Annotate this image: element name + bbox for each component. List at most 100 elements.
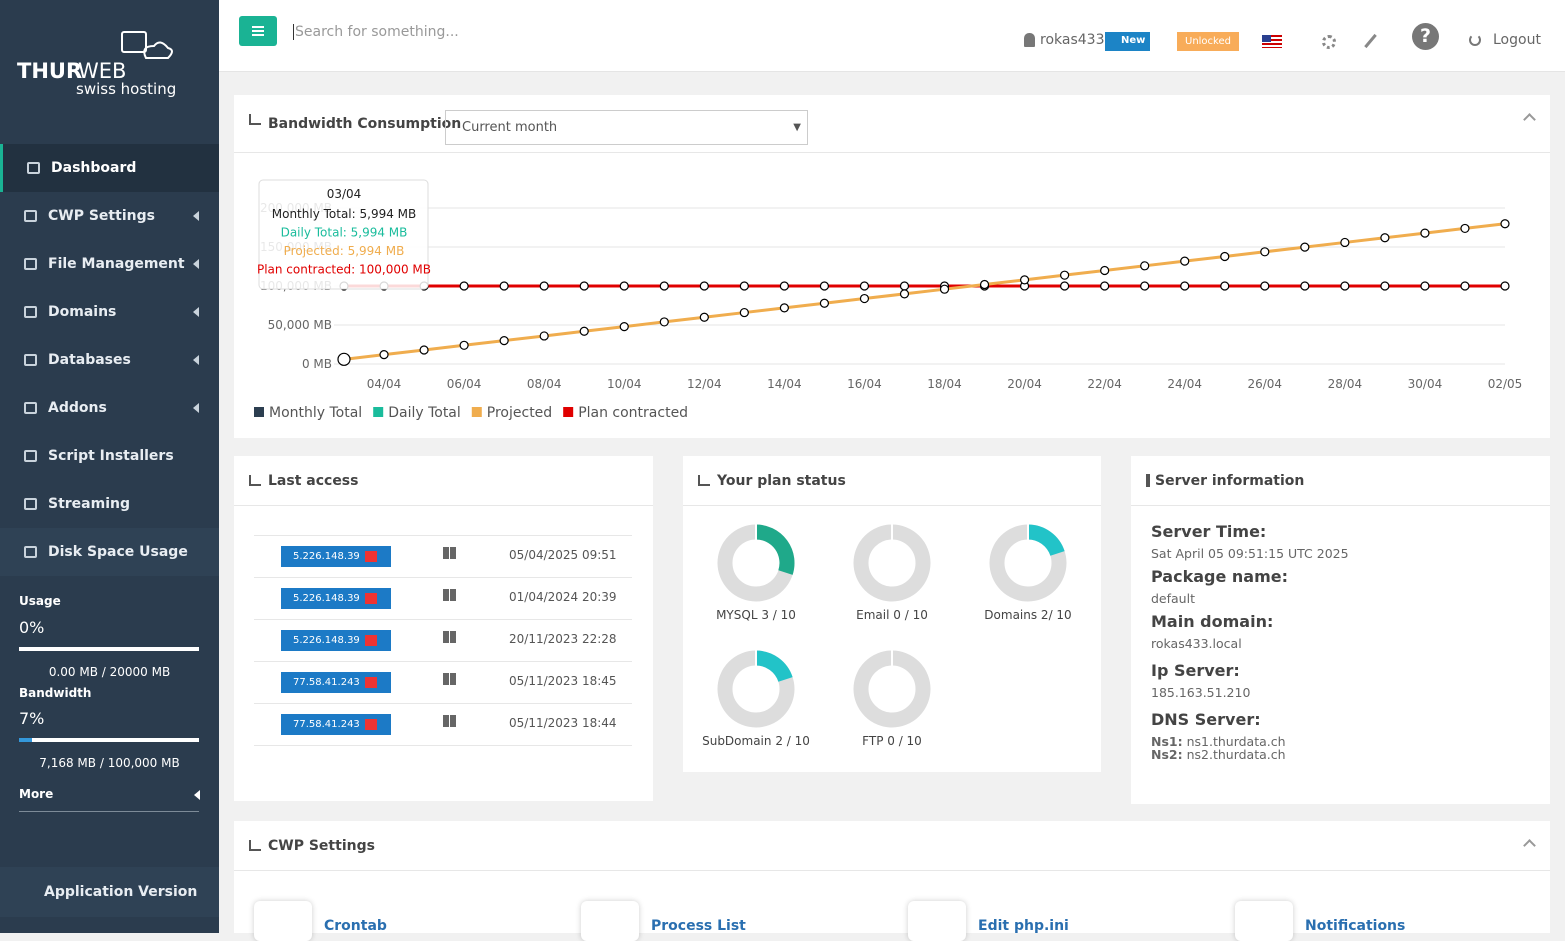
bandwidth-panel: Bandwidth Consumption Bandwidth Consumpt… bbox=[234, 95, 1550, 438]
ip-badge[interactable]: 5.226.148.39 bbox=[281, 588, 391, 609]
flag[interactable] bbox=[1262, 35, 1282, 48]
settings-icon[interactable] bbox=[1322, 35, 1336, 49]
date: 05/11/2023 18:45 bbox=[509, 674, 617, 688]
data-point bbox=[1260, 281, 1270, 291]
menu-item[interactable]: Dashboard bbox=[0, 144, 219, 192]
os-icon bbox=[443, 715, 456, 727]
search-input[interactable]: Search for something... bbox=[293, 24, 459, 40]
data-point bbox=[1100, 265, 1110, 276]
menu-item[interactable]: Databases bbox=[0, 336, 219, 384]
ip: 77.58.41.243 bbox=[293, 677, 360, 688]
ip: 5.226.148.39 bbox=[293, 593, 360, 604]
data-point bbox=[859, 281, 870, 291]
row-divider bbox=[254, 619, 632, 620]
donut-arc bbox=[755, 524, 795, 575]
data-point bbox=[579, 281, 589, 291]
menu-icon bbox=[24, 546, 37, 558]
data-point bbox=[1100, 281, 1110, 291]
os-icon bbox=[443, 589, 456, 601]
legend-swatch bbox=[471, 407, 482, 417]
help-icon[interactable]: ? bbox=[1412, 23, 1439, 50]
panel-header: Server information bbox=[1131, 456, 1550, 506]
bandwidth-detail: 7,168 MB / 100,000 MB bbox=[39, 756, 180, 770]
data-point bbox=[819, 281, 830, 291]
item-icon bbox=[1235, 901, 1293, 941]
menu-item[interactable]: File Management bbox=[0, 240, 219, 288]
ip-badge[interactable]: 5.226.148.39 bbox=[281, 546, 391, 567]
ip-badge[interactable]: 77.58.41.243 bbox=[281, 714, 391, 735]
menu-item[interactable]: Addons bbox=[0, 384, 219, 432]
data-point bbox=[337, 352, 351, 366]
donut-arc bbox=[755, 650, 793, 683]
menu-item[interactable]: Streaming bbox=[0, 480, 219, 528]
menu-label: Domains bbox=[48, 304, 117, 320]
x-tick-label: 04/04 bbox=[367, 377, 402, 391]
tooltip-line: Projected: 5,994 MB bbox=[284, 244, 405, 258]
item-link[interactable]: Process List bbox=[651, 918, 746, 934]
menu-item[interactable]: Domains bbox=[0, 288, 219, 336]
item-link[interactable]: Edit php.ini bbox=[978, 918, 1069, 934]
x-tick-label: 18/04 bbox=[927, 377, 962, 391]
data-point bbox=[1500, 219, 1510, 229]
legend-swatch bbox=[563, 407, 574, 417]
x-tick-label: 28/04 bbox=[1328, 377, 1363, 391]
legend-label: Plan contracted bbox=[578, 405, 688, 421]
menu-icon bbox=[24, 258, 37, 270]
date: 05/04/2025 09:51 bbox=[509, 548, 617, 562]
more-link[interactable]: More bbox=[19, 787, 54, 801]
legend-label: Projected bbox=[487, 405, 552, 421]
row-divider bbox=[254, 535, 632, 536]
ns-label: Ns1: bbox=[1151, 734, 1183, 749]
server-fields: Server Time: Sat April 05 09:51:15 UTC 20… bbox=[1151, 522, 1531, 761]
data-point bbox=[659, 281, 669, 291]
menu-arrow bbox=[193, 307, 199, 317]
cwp-panel: CWP Settings Crontab Process List Edit php… bbox=[234, 821, 1550, 941]
menu-item[interactable]: Script Installers bbox=[0, 432, 219, 480]
row-divider bbox=[254, 745, 632, 746]
donut-label: MYSQL 3 / 10 bbox=[716, 608, 796, 622]
bandwidth-track bbox=[19, 738, 199, 742]
panel-title: Server information bbox=[1155, 473, 1305, 489]
data-point bbox=[899, 281, 910, 291]
x-tick-label: 14/04 bbox=[767, 377, 802, 391]
data-point bbox=[619, 321, 629, 332]
data-point bbox=[779, 303, 789, 313]
flag-ch bbox=[365, 677, 377, 688]
y-tick-label: 50,000 MB bbox=[268, 318, 332, 332]
ip-badge[interactable]: 77.58.41.243 bbox=[281, 672, 391, 693]
plan-donuts: MYSQL 3 / 10 Email 0 / 10 Domains 2/ 10 Sub… bbox=[702, 524, 1072, 748]
flag-ch bbox=[365, 593, 377, 604]
menu-item[interactable]: Disk Space Usage bbox=[0, 528, 219, 576]
logo: THUR WEB swiss hosting bbox=[17, 31, 176, 98]
username[interactable]: rokas433 bbox=[1040, 32, 1105, 48]
item-icon bbox=[254, 901, 312, 941]
item-link[interactable]: Notifications bbox=[1305, 918, 1406, 934]
field-label: Main domain: bbox=[1151, 612, 1274, 631]
menu-toggle[interactable] bbox=[239, 16, 277, 46]
menu-label: Disk Space Usage bbox=[48, 544, 188, 560]
app-version[interactable]: Application Version bbox=[0, 867, 219, 917]
badge-unlocked[interactable]: Unlocked bbox=[1177, 32, 1239, 51]
brush-icon[interactable] bbox=[1364, 33, 1377, 49]
ns-row: Ns2: ns2.thurdata.ch bbox=[1151, 748, 1531, 761]
tooltip-line: Monthly Total: 5,994 MB bbox=[272, 207, 417, 221]
menu-icon bbox=[24, 210, 37, 222]
menu-icon bbox=[24, 354, 37, 366]
data-point bbox=[699, 312, 709, 322]
row-divider bbox=[254, 577, 632, 578]
bandwidth-percent: 7% bbox=[19, 709, 45, 728]
logout[interactable]: Logout bbox=[1493, 32, 1541, 48]
menu-item[interactable]: CWP Settings bbox=[0, 192, 219, 240]
ip-badge[interactable]: 5.226.148.39 bbox=[281, 630, 391, 651]
date: 20/11/2023 22:28 bbox=[509, 632, 617, 646]
item-link[interactable]: Crontab bbox=[324, 918, 387, 934]
data-point bbox=[939, 284, 950, 294]
flag-ch bbox=[365, 719, 377, 730]
badge-new[interactable]: New bbox=[1105, 32, 1151, 51]
data-point bbox=[579, 326, 589, 336]
usage-percent: 0% bbox=[19, 618, 45, 637]
donut-arc bbox=[1027, 524, 1065, 557]
panel-header: Your plan status bbox=[683, 456, 1101, 506]
